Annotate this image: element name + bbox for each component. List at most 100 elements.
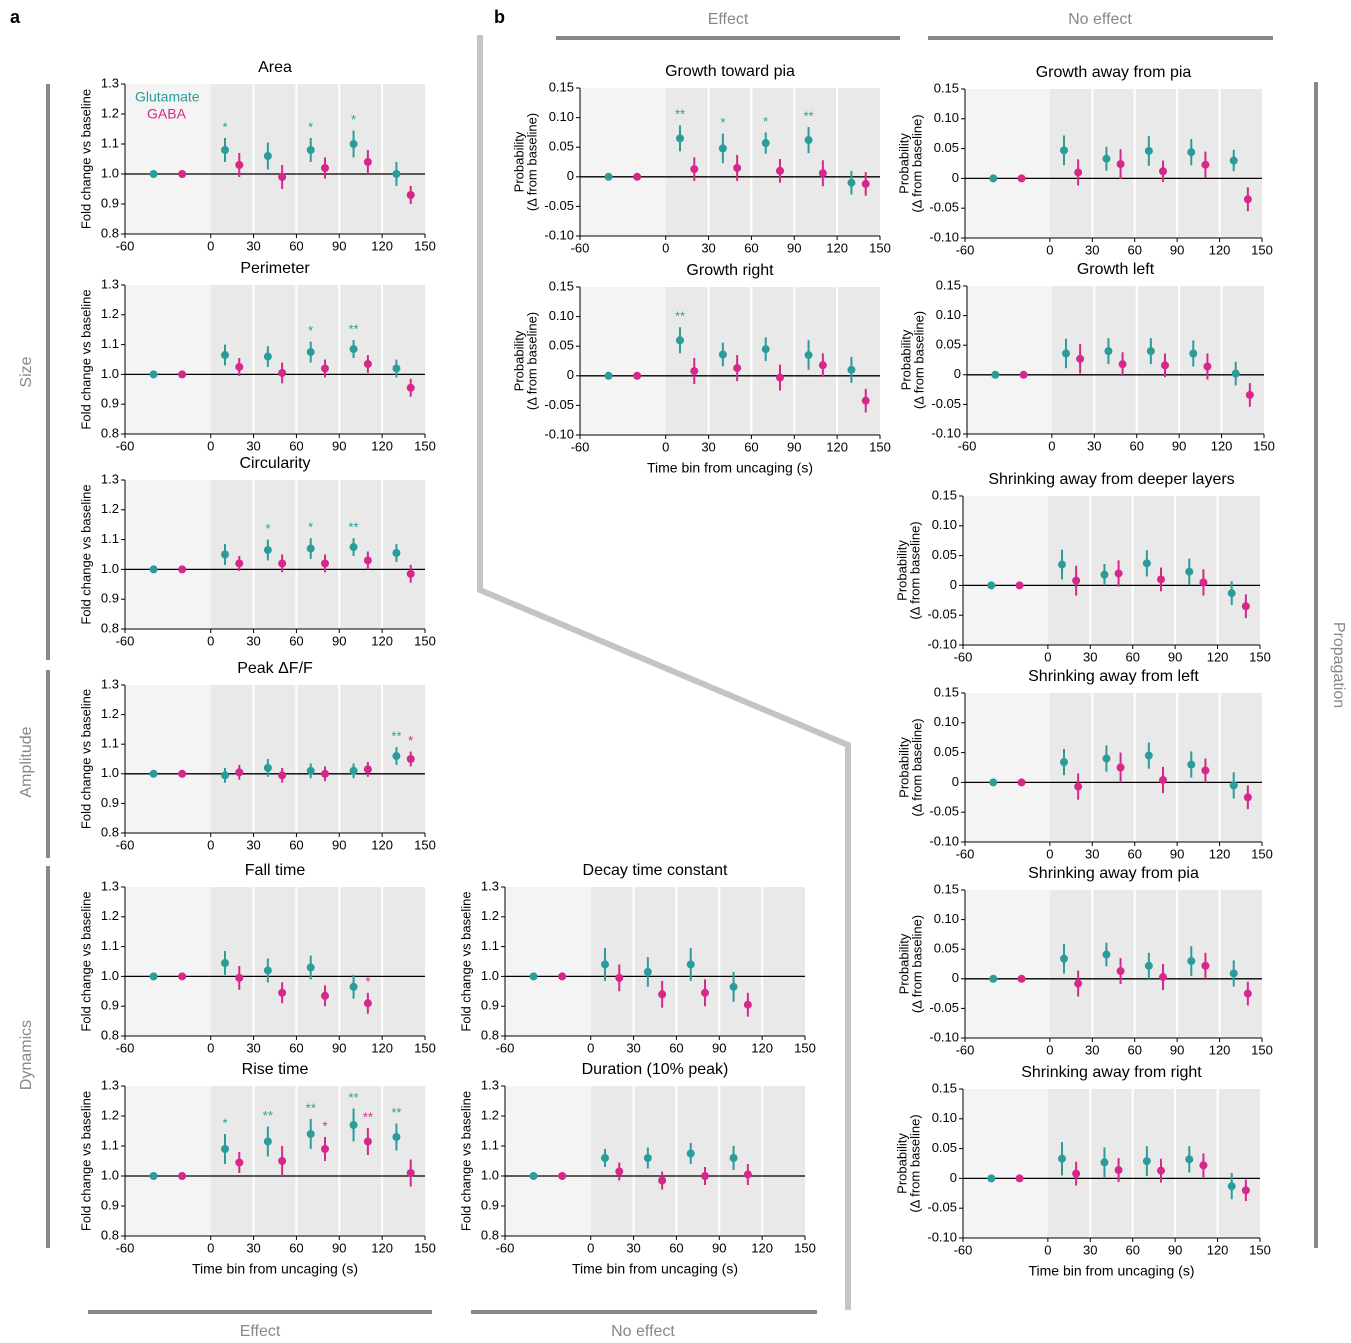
y-axis-label: Probability: [511, 131, 526, 192]
y-axis-label: Probability: [896, 133, 911, 194]
significance: **: [804, 109, 814, 124]
significance: *: [763, 114, 768, 129]
y-tick-label: -0.10: [929, 229, 959, 244]
y-tick-label: 0.8: [481, 1027, 499, 1042]
y-tick-label: 1.3: [101, 878, 119, 893]
x-tick-label: 60: [1129, 438, 1143, 453]
y-tick-label: 0.15: [549, 79, 574, 94]
x-tick-label: 30: [1085, 1042, 1099, 1057]
x-tick-label: 150: [1251, 242, 1273, 257]
point: [321, 559, 329, 568]
point: [718, 144, 727, 153]
y-tick-label: 0.8: [101, 620, 119, 635]
x-tick-label: 150: [414, 1040, 436, 1055]
significance: **: [349, 520, 359, 535]
significance: **: [391, 729, 401, 744]
x-tick-label: 120: [371, 837, 393, 852]
x-tick-label: 60: [744, 439, 758, 454]
y-tick-label: 0.9: [101, 396, 119, 411]
point: [406, 1169, 415, 1177]
point: [987, 581, 996, 590]
y-tick-label: 0.05: [934, 744, 959, 759]
x-tick-label: 0: [207, 1240, 214, 1255]
point: [263, 1137, 272, 1146]
significance: *: [265, 521, 270, 536]
x-tick-label: 30: [246, 438, 260, 453]
y-tick-label: 0.10: [936, 307, 961, 322]
point: [221, 958, 229, 967]
y-tick-label: 0.8: [101, 1227, 119, 1242]
chart-title: Growth left: [1077, 261, 1155, 278]
y-tick-label: 0.15: [934, 881, 959, 896]
point: [1185, 567, 1194, 576]
y-tick-label: 0.9: [101, 795, 119, 810]
y-tick-label: -0.10: [544, 227, 574, 242]
significance: *: [222, 1115, 227, 1130]
y-axis-label: Fold change vs baseline: [78, 891, 93, 1031]
x-tick-label: 0: [1044, 1242, 1051, 1257]
x-tick-label: 90: [1170, 242, 1184, 257]
x-tick-label: 150: [794, 1240, 816, 1255]
point: [1231, 369, 1240, 378]
point: [1245, 390, 1254, 399]
x-tick-label: 150: [1249, 1242, 1271, 1257]
point: [1118, 360, 1127, 369]
point: [392, 752, 401, 761]
chart-title: Growth right: [686, 262, 774, 279]
y-axis-label: (Δ from baseline): [909, 718, 924, 816]
point: [633, 172, 642, 181]
chart-title: Peak ΔF/F: [237, 660, 313, 677]
point: [1100, 570, 1109, 579]
plot-bg: [125, 1086, 211, 1236]
y-tick-label: 1.0: [101, 561, 119, 576]
y-tick-label: -0.05: [544, 397, 574, 412]
x-tick-label: 0: [662, 240, 669, 255]
y-tick-label: 0.15: [936, 277, 961, 292]
point: [1074, 979, 1083, 988]
point: [1227, 589, 1236, 598]
point: [278, 368, 287, 377]
point: [615, 1167, 624, 1176]
x-tick-label: 120: [751, 1240, 773, 1255]
plot-bg: [125, 480, 211, 629]
point: [363, 556, 372, 565]
y-tick-label: 1.3: [481, 1077, 499, 1092]
y-tick-label: 0.9: [481, 1197, 499, 1212]
y-tick-label: 1.3: [481, 878, 499, 893]
significance: **: [391, 1105, 401, 1120]
y-axis-label: (Δ from baseline): [907, 521, 922, 619]
y-tick-label: 0.10: [934, 714, 959, 729]
x-tick-label: -60: [116, 438, 135, 453]
y-tick-label: -0.10: [929, 1029, 959, 1044]
x-tick-label: 150: [869, 240, 891, 255]
x-tick-label: 60: [669, 1040, 683, 1055]
point: [1243, 793, 1252, 802]
chart-title: Rise time: [242, 1061, 309, 1078]
y-tick-label: 0.15: [932, 487, 957, 502]
y-axis-label: Fold change vs baseline: [458, 891, 473, 1031]
significance: *: [308, 520, 313, 535]
point: [178, 370, 187, 379]
point: [321, 1145, 329, 1153]
point: [306, 348, 315, 357]
y-tick-label: 1.0: [101, 1167, 119, 1182]
x-tick-label: 60: [1125, 1242, 1139, 1257]
point: [1058, 1154, 1066, 1163]
y-axis-label: Probability: [894, 540, 909, 601]
significance: *: [222, 119, 227, 134]
point: [818, 169, 827, 178]
point: [701, 1172, 709, 1180]
x-tick-label: 30: [1087, 438, 1101, 453]
point: [221, 771, 229, 780]
point: [1229, 156, 1238, 165]
y-axis-label: Fold change vs baseline: [78, 89, 93, 229]
y-tick-label: 0: [952, 774, 959, 789]
point: [776, 373, 784, 382]
y-axis-label: Probability: [511, 330, 526, 391]
point: [221, 351, 229, 360]
point: [349, 543, 358, 552]
point: [1201, 160, 1210, 169]
x-tick-label: 150: [1251, 846, 1273, 861]
significance: *: [322, 1118, 327, 1133]
